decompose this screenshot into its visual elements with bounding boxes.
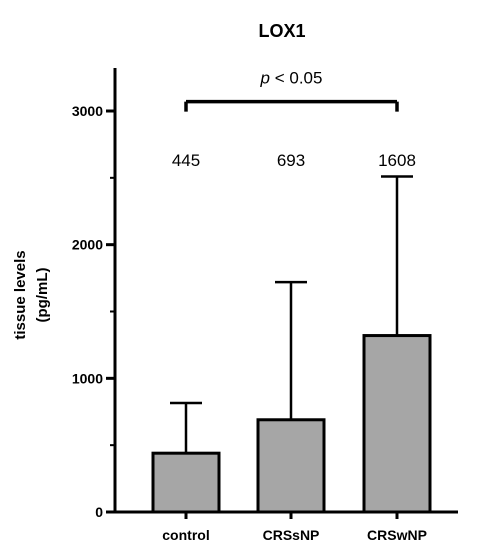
y-tick-label: 2000 [72,237,103,253]
x-tick-label: control [162,527,209,543]
significance-label: p < 0.05 [260,69,323,88]
bar-value-label: 1608 [378,151,416,170]
chart-title: LOX1 [258,21,305,41]
plot-area: 0 1000 2000 3000 control 445 CRSsNP 693 CRSwNP 16… [72,68,458,543]
y-tick-label: 0 [95,504,103,520]
bar [362,334,432,514]
x-tick-label: CRSwNP [367,527,427,543]
bar [151,451,221,514]
bar-value-label: 693 [277,151,305,170]
significance-annotation: p < 0.05 [260,69,323,88]
y-tick-label: 3000 [72,103,103,119]
bar-value-label: 445 [172,151,200,170]
p-threshold: < 0.05 [270,69,322,88]
y-axis-label-line1: tissue levels [12,250,29,339]
bar [256,418,326,514]
y-tick-label: 1000 [72,370,103,386]
y-axis-label-line2: (pg/mL) [34,268,51,323]
x-tick-label: CRSsNP [263,527,320,543]
p-symbol: p [260,69,270,88]
